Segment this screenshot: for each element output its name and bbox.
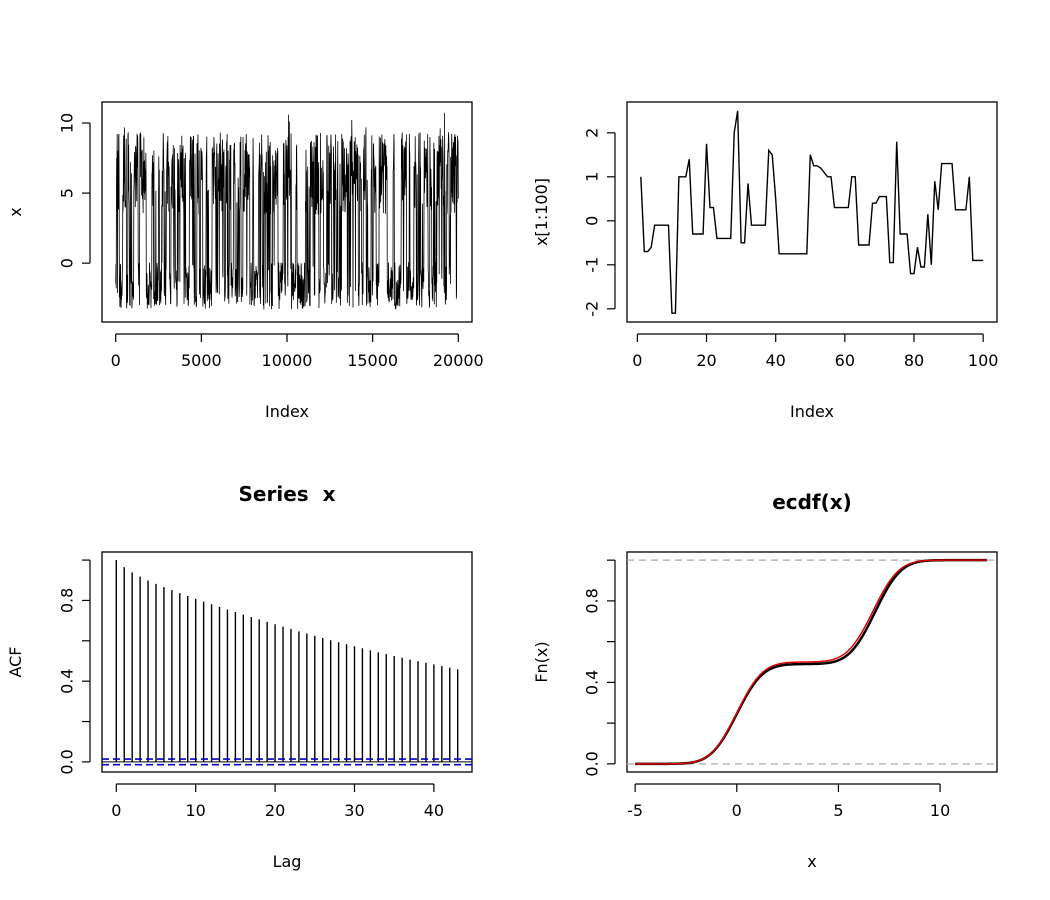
ecdf-plot-frame bbox=[626, 551, 998, 773]
first100-x-tick-label: 80 bbox=[904, 351, 924, 370]
ecdf-x-tick-label: 5 bbox=[833, 801, 843, 820]
ecdf-x-axis: -5 0 5 10 bbox=[627, 783, 950, 820]
acf-plot-frame bbox=[101, 551, 473, 773]
trace-series-line bbox=[115, 112, 459, 310]
trace-y-label: x bbox=[6, 207, 25, 216]
ecdf-y-tick-label: 0.4 bbox=[583, 670, 602, 695]
first100-y-tick-label: 2 bbox=[583, 128, 602, 138]
first100-y-tick-label: -2 bbox=[583, 301, 602, 317]
acf-x-tick-label: 20 bbox=[265, 801, 285, 820]
trace-y-axis: 0 5 10 bbox=[58, 113, 91, 268]
first100-x-tick-label: 100 bbox=[968, 351, 999, 370]
trace-x-tick-label: 15000 bbox=[347, 351, 398, 370]
ecdf-y-label: Fn(x) bbox=[532, 641, 551, 682]
ecdf-y-tick-label: 0.8 bbox=[583, 588, 602, 613]
acf-panel: Series x 0 10 20 30 40 0.0 0.4 0.8 Lag ACF bbox=[6, 482, 473, 871]
first100-y-label: x[1:100] bbox=[532, 178, 551, 246]
acf-x-tick-label: 10 bbox=[186, 801, 206, 820]
acf-x-tick-label: 0 bbox=[111, 801, 121, 820]
acf-y-tick-label: 0.4 bbox=[58, 668, 77, 693]
ecdf-x-label: x bbox=[807, 852, 816, 871]
first100-panel: 0 20 40 60 80 100 -2 -1 0 1 2 Index x[1:100] bbox=[532, 101, 999, 421]
trace-line bbox=[115, 112, 459, 310]
ecdf-theoretical-curve bbox=[635, 559, 987, 765]
trace-x-label: Index bbox=[265, 402, 309, 421]
first100-x-tick-label: 40 bbox=[766, 351, 786, 370]
ecdf-title: ecdf(x) bbox=[772, 490, 852, 514]
acf-y-tick-label: 0.8 bbox=[58, 588, 77, 613]
trace-x-tick-label: 10000 bbox=[262, 351, 313, 370]
first100-x-label: Index bbox=[790, 402, 834, 421]
first100-plot-frame bbox=[626, 101, 998, 323]
acf-x-axis: 0 10 20 30 40 bbox=[111, 783, 444, 820]
first100-x-tick-label: 60 bbox=[835, 351, 855, 370]
first100-series-line bbox=[640, 110, 984, 314]
acf-bars bbox=[102, 560, 472, 766]
trace-y-tick-label: 5 bbox=[58, 188, 77, 198]
first100-line bbox=[640, 110, 984, 314]
trace-y-tick-label: 10 bbox=[58, 113, 77, 133]
ecdf-x-tick-label: -5 bbox=[627, 801, 643, 820]
trace-x-axis: 0 5000 10000 15000 20000 bbox=[111, 333, 484, 370]
acf-x-tick-label: 30 bbox=[344, 801, 364, 820]
acf-x-tick-label: 40 bbox=[424, 801, 444, 820]
acf-title: Series x bbox=[239, 482, 336, 506]
ecdf-x-tick-label: 0 bbox=[732, 801, 742, 820]
ecdf-panel: ecdf(x) -5 0 5 10 0.0 0.4 0.8 x Fn(x) bbox=[532, 490, 998, 871]
trace-plot-frame bbox=[101, 101, 473, 323]
ecdf-x-tick-label: 10 bbox=[930, 801, 950, 820]
first100-y-tick-label: 1 bbox=[583, 172, 602, 182]
trace-x-tick-label: 20000 bbox=[433, 351, 484, 370]
first100-y-axis: -2 -1 0 1 2 bbox=[583, 128, 616, 317]
trace-y-tick-label: 0 bbox=[58, 258, 77, 268]
acf-y-tick-label: 0.0 bbox=[58, 749, 77, 774]
acf-x-label: Lag bbox=[273, 852, 302, 871]
ecdf-y-tick-label: 0.0 bbox=[583, 751, 602, 776]
first100-x-axis: 0 20 40 60 80 100 bbox=[632, 333, 999, 370]
acf-y-label: ACF bbox=[6, 646, 25, 677]
first100-x-tick-label: 0 bbox=[632, 351, 642, 370]
first100-y-tick-label: -1 bbox=[583, 257, 602, 273]
trace-panel: 0 5000 10000 15000 20000 0 5 10 Index x bbox=[6, 101, 484, 421]
trace-x-tick-label: 0 bbox=[111, 351, 121, 370]
trace-x-tick-label: 5000 bbox=[181, 351, 222, 370]
first100-x-tick-label: 20 bbox=[696, 351, 716, 370]
first100-y-tick-label: 0 bbox=[583, 216, 602, 226]
acf-y-axis: 0.0 0.4 0.8 bbox=[58, 559, 91, 775]
ecdf-y-axis: 0.0 0.4 0.8 bbox=[583, 559, 616, 777]
ecdf-curves bbox=[627, 558, 997, 766]
